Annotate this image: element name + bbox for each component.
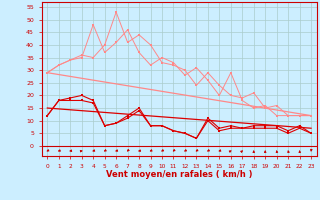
X-axis label: Vent moyen/en rafales ( km/h ): Vent moyen/en rafales ( km/h ) — [106, 170, 252, 179]
